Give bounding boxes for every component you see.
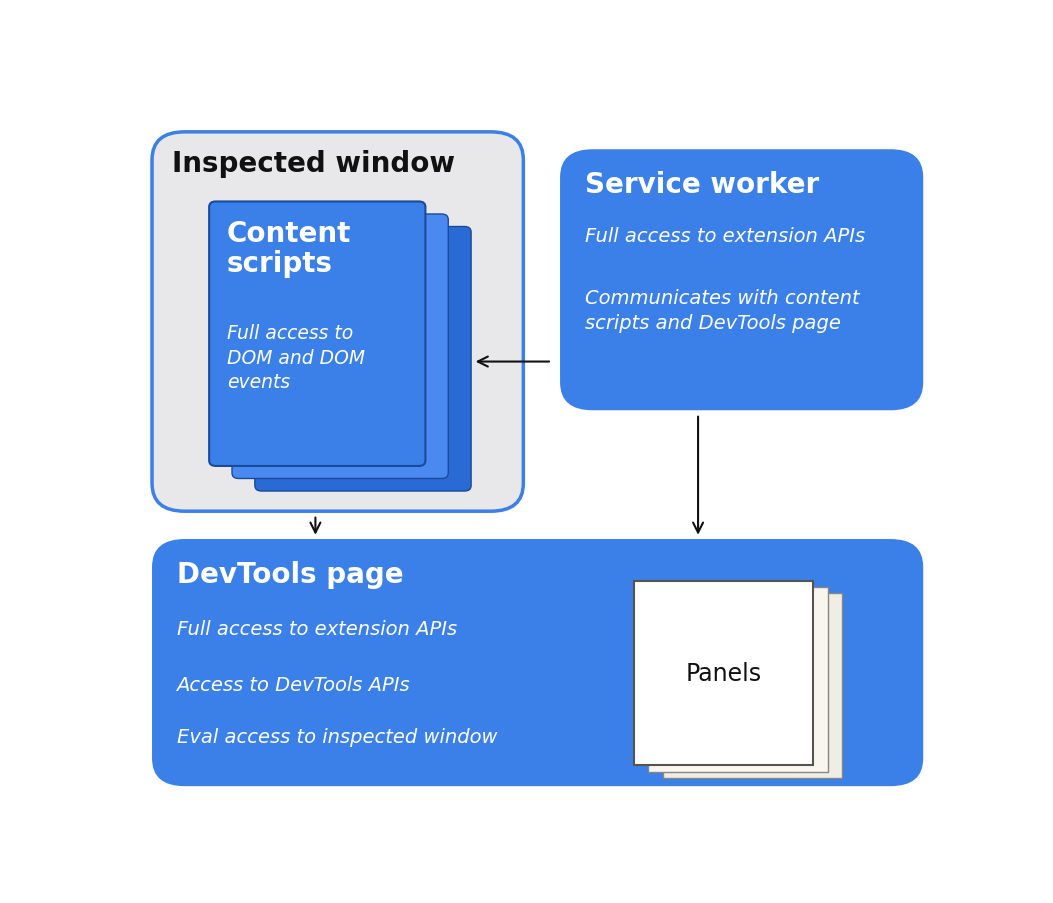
FancyBboxPatch shape [634, 582, 813, 766]
FancyBboxPatch shape [152, 539, 923, 787]
Text: Full access to extension APIs: Full access to extension APIs [177, 619, 457, 638]
FancyBboxPatch shape [210, 202, 425, 467]
FancyBboxPatch shape [232, 215, 449, 479]
FancyBboxPatch shape [649, 588, 828, 772]
FancyBboxPatch shape [255, 228, 471, 491]
FancyBboxPatch shape [663, 593, 842, 778]
Text: Access to DevTools APIs: Access to DevTools APIs [177, 675, 410, 694]
Text: Panels: Panels [686, 661, 761, 685]
Text: Full access to extension APIs: Full access to extension APIs [584, 227, 865, 246]
Text: Service worker: Service worker [584, 171, 819, 199]
Text: Content
scripts: Content scripts [227, 219, 352, 278]
Text: Full access to
DOM and DOM
events: Full access to DOM and DOM events [227, 324, 365, 391]
FancyBboxPatch shape [560, 150, 923, 411]
Text: Eval access to inspected window: Eval access to inspected window [177, 727, 497, 746]
Text: DevTools page: DevTools page [177, 560, 403, 588]
Text: Inspected window: Inspected window [173, 150, 456, 178]
FancyBboxPatch shape [152, 133, 523, 512]
Text: Communicates with content
scripts and DevTools page: Communicates with content scripts and De… [584, 289, 859, 332]
